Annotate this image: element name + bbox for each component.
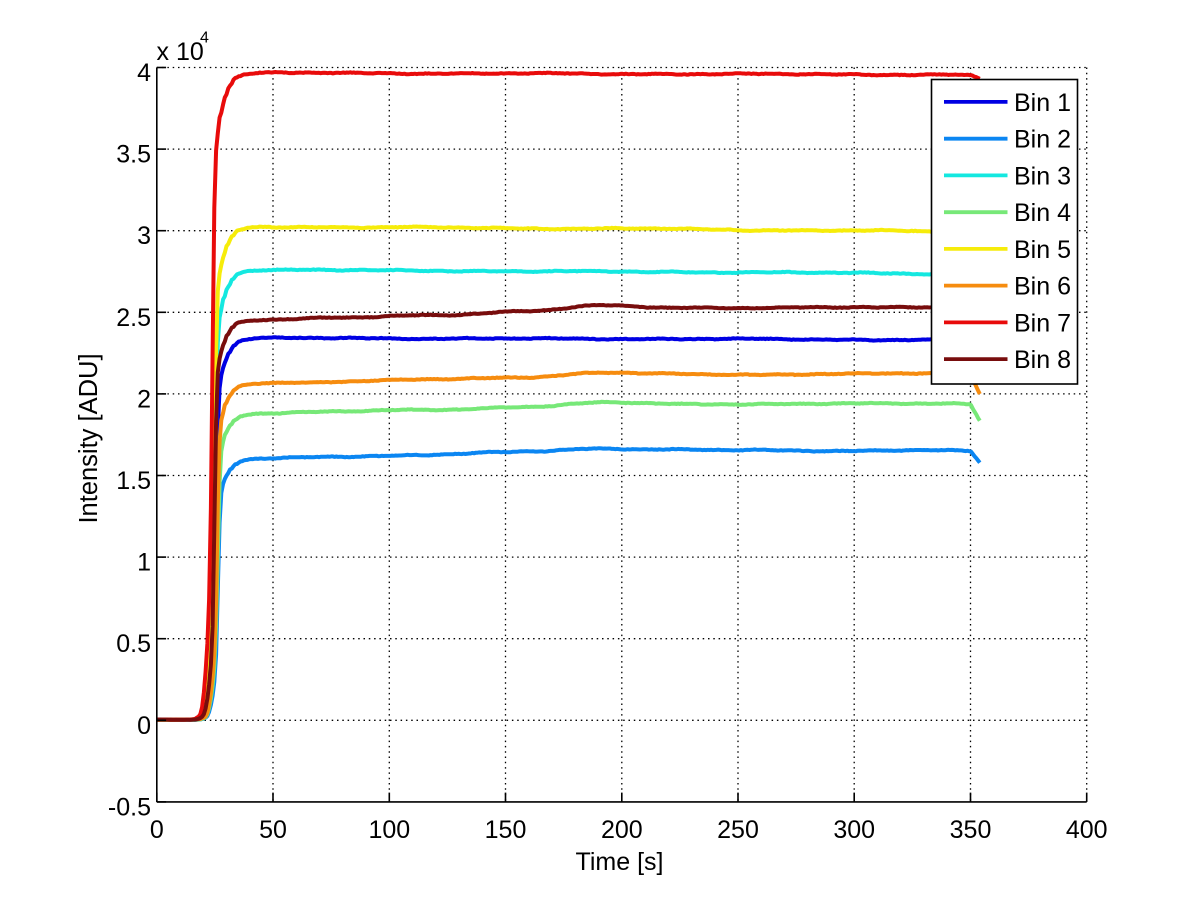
svg-text:200: 200 <box>601 816 643 844</box>
svg-text:300: 300 <box>833 816 875 844</box>
svg-text:Bin 2: Bin 2 <box>1014 126 1071 154</box>
svg-text:Bin 4: Bin 4 <box>1014 199 1071 227</box>
svg-text:Intensity [ADU]: Intensity [ADU] <box>75 353 103 523</box>
svg-text:Bin 3: Bin 3 <box>1014 162 1071 190</box>
svg-text:1: 1 <box>137 549 151 577</box>
svg-text:Bin 5: Bin 5 <box>1014 236 1071 264</box>
svg-text:2.5: 2.5 <box>116 304 151 332</box>
svg-text:150: 150 <box>485 816 527 844</box>
svg-text:0.5: 0.5 <box>116 630 151 658</box>
svg-text:3: 3 <box>137 222 151 250</box>
svg-text:Bin 7: Bin 7 <box>1014 309 1071 337</box>
svg-text:350: 350 <box>950 816 992 844</box>
svg-text:100: 100 <box>368 816 410 844</box>
svg-text:3.5: 3.5 <box>116 141 151 169</box>
svg-text:4: 4 <box>200 30 209 47</box>
svg-text:250: 250 <box>717 816 759 844</box>
svg-text:4: 4 <box>137 59 151 87</box>
svg-text:50: 50 <box>259 816 287 844</box>
svg-text:x 10: x 10 <box>157 38 204 66</box>
svg-text:0: 0 <box>150 816 164 844</box>
svg-text:Bin 6: Bin 6 <box>1014 273 1071 301</box>
svg-text:Time [s]: Time [s] <box>576 848 664 876</box>
svg-text:Bin 1: Bin 1 <box>1014 89 1071 117</box>
svg-text:Bin 8: Bin 8 <box>1014 346 1071 374</box>
svg-text:1.5: 1.5 <box>116 467 151 495</box>
svg-text:400: 400 <box>1066 816 1108 844</box>
svg-text:0: 0 <box>137 712 151 740</box>
svg-text:-0.5: -0.5 <box>108 793 151 821</box>
svg-text:2: 2 <box>137 385 151 413</box>
